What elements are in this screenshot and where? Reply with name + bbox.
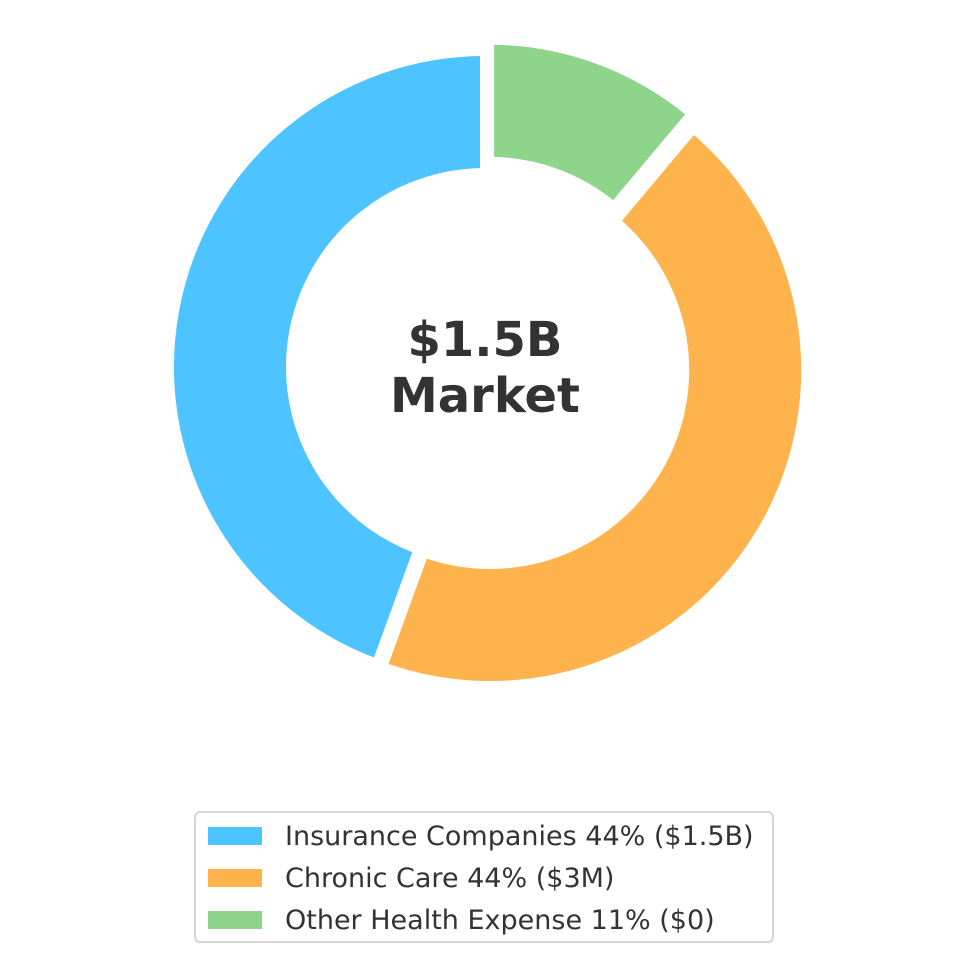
legend-swatch-insurance-companies [208, 827, 262, 845]
center-label-caption: Market [390, 368, 580, 424]
legend-swatch-other-health-expense [208, 911, 262, 929]
legend-label-chronic-care: Chronic Care 44% ($3M) [285, 862, 615, 894]
legend-item-other-health-expense: Other Health Expense 11% ($0) [208, 904, 715, 936]
slice-insurance-companies [164, 45, 490, 671]
legend-label-insurance-companies: Insurance Companies 44% ($1.5B) [285, 820, 754, 852]
legend-item-chronic-care: Chronic Care 44% ($3M) [208, 862, 615, 894]
slice-other-health-expense [484, 34, 700, 215]
center-label-value: $1.5B [407, 312, 563, 368]
legend: Insurance Companies 44% ($1.5B) Chronic … [194, 811, 774, 943]
legend-item-insurance-companies: Insurance Companies 44% ($1.5B) [208, 820, 754, 852]
slice-chronic-care [375, 120, 812, 691]
legend-swatch-chronic-care [208, 869, 262, 887]
legend-label-other-health-expense: Other Health Expense 11% ($0) [285, 904, 715, 936]
